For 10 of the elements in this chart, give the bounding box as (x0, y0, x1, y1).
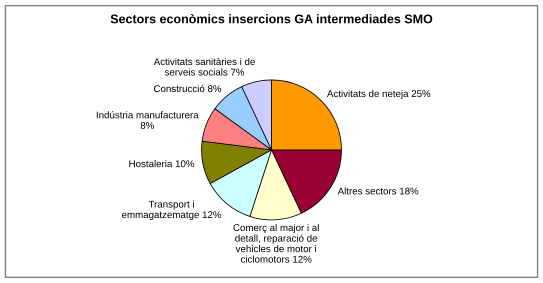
slice-label: Activitats sanitàries i de serveis socials 7% (154, 58, 255, 76)
slice-label: Indústria manufacturera (96, 111, 199, 118)
slice-label: Transport i emmagatzematge 12% (122, 200, 222, 220)
slice-label: Altres sectors 18% (338, 187, 418, 194)
data-label: 8% (140, 122, 154, 129)
slice-label: Hostaleria 10% (129, 160, 194, 168)
slice-label: Activitats de neteja 25% (326, 90, 430, 100)
slice-label: Comerç al major i al detall, reparació de vehicles de motor i ciclomotors 12% (233, 224, 319, 263)
slice-label: Construcció 8% (154, 84, 222, 92)
chart-title: Sectors econòmics insercions GA intermediades SMO (110, 14, 432, 24)
